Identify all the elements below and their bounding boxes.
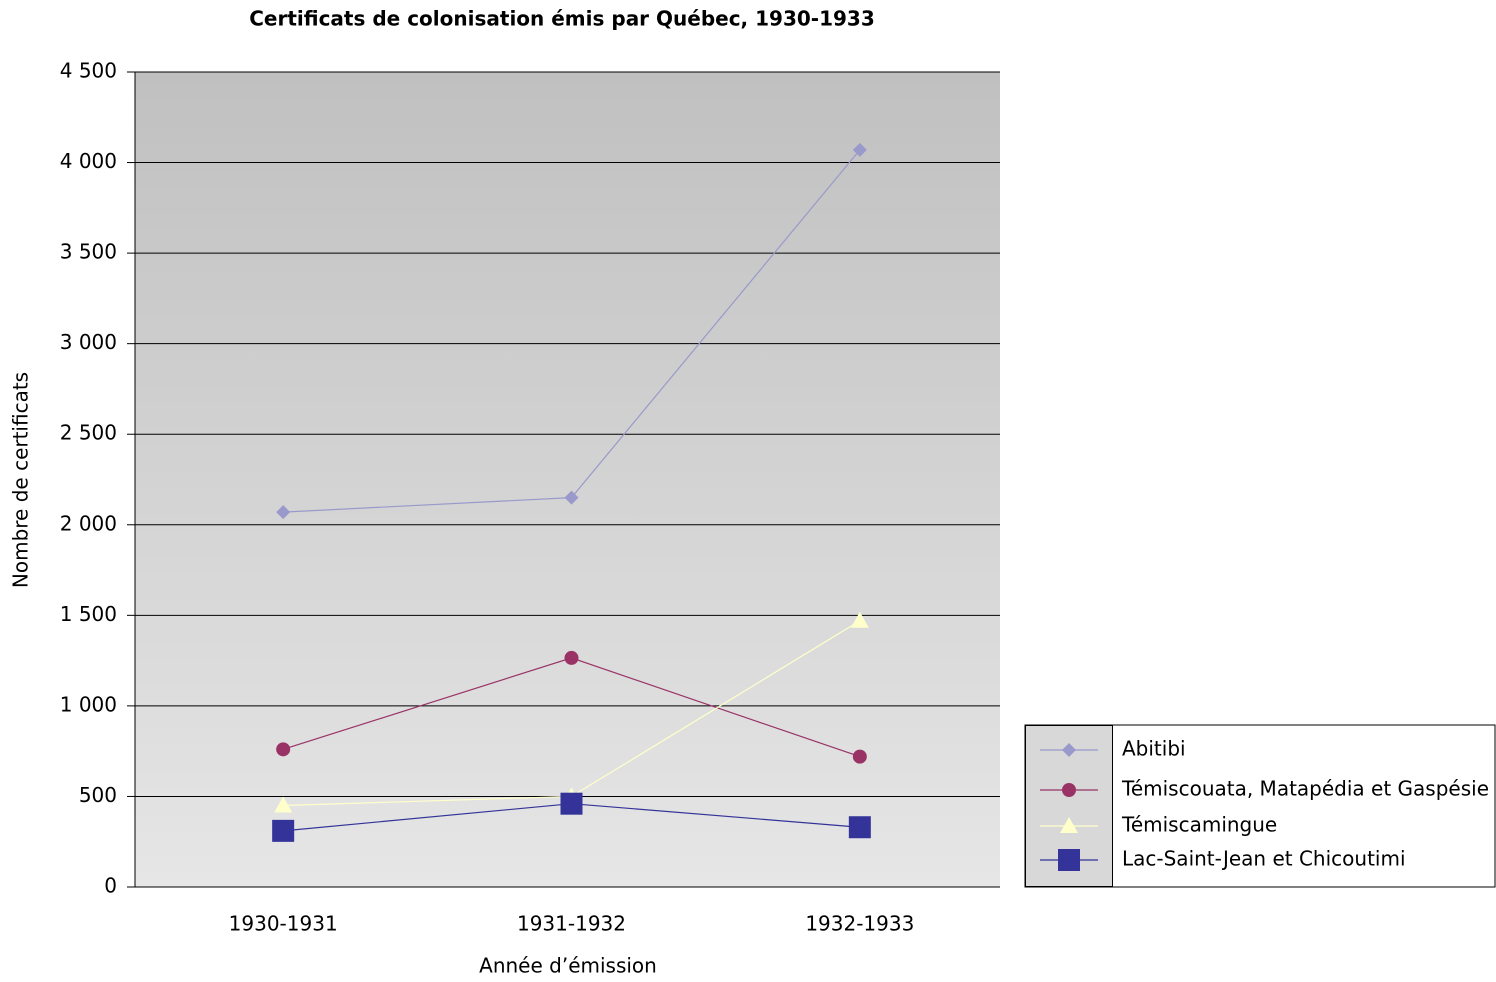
data-point bbox=[276, 742, 291, 757]
x-tick-label: 1930-1931 bbox=[229, 912, 338, 936]
data-point bbox=[564, 490, 579, 505]
data-point bbox=[564, 650, 579, 665]
y-tick-label: 0 bbox=[104, 874, 117, 898]
y-tick-label: 1 500 bbox=[60, 602, 117, 626]
y-tick-label: 1 000 bbox=[60, 692, 117, 716]
y-tick-label: 500 bbox=[79, 783, 117, 807]
legend-label: Lac-Saint-Jean et Chicoutimi bbox=[1122, 847, 1406, 871]
x-tick-label: 1931-1932 bbox=[517, 912, 626, 936]
data-point bbox=[852, 749, 867, 764]
y-tick-label: 3 000 bbox=[60, 330, 117, 354]
data-point bbox=[848, 816, 871, 839]
data-point bbox=[850, 611, 869, 628]
chart-title: Certificats de colonisation émis par Qué… bbox=[249, 7, 875, 31]
y-tick-label: 3 500 bbox=[60, 240, 117, 264]
x-axis-label: Année d’émission bbox=[479, 954, 657, 978]
y-tick-label: 4 000 bbox=[60, 149, 117, 173]
y-axis-label: Nombre de certificats bbox=[9, 372, 33, 588]
legend-label: Témiscamingue bbox=[1121, 813, 1277, 837]
plot-area bbox=[135, 72, 1000, 887]
y-tick-label: 2 500 bbox=[60, 421, 117, 445]
data-point bbox=[274, 796, 293, 813]
legend-marker bbox=[1062, 743, 1076, 757]
legend-marker bbox=[1058, 849, 1080, 871]
data-point bbox=[276, 505, 291, 520]
y-tick-label: 4 500 bbox=[60, 59, 117, 83]
data-point bbox=[272, 819, 295, 842]
data-point bbox=[852, 142, 867, 157]
legend-label: Témiscouata, Matapédia et Gaspésie bbox=[1121, 777, 1489, 801]
legend-label: Abitibi bbox=[1122, 737, 1186, 761]
legend-marker bbox=[1062, 783, 1076, 797]
y-tick-label: 2 000 bbox=[60, 511, 117, 535]
legend-marker bbox=[1060, 817, 1078, 833]
x-tick-label: 1932-1933 bbox=[805, 912, 914, 936]
data-point bbox=[560, 792, 583, 815]
